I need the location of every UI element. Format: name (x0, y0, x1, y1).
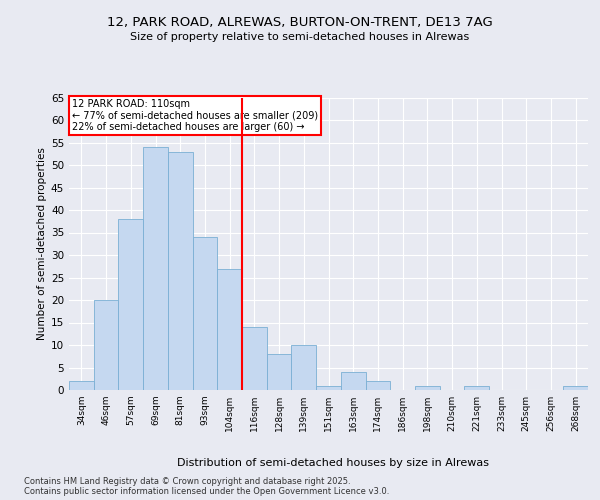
Text: Distribution of semi-detached houses by size in Alrewas: Distribution of semi-detached houses by … (177, 458, 489, 468)
Y-axis label: Number of semi-detached properties: Number of semi-detached properties (37, 148, 47, 340)
Bar (143, 147, 168, 390)
Bar (168, 152, 193, 390)
Bar (341, 372, 365, 390)
Bar (94, 300, 118, 390)
Text: 12, PARK ROAD, ALREWAS, BURTON-ON-TRENT, DE13 7AG: 12, PARK ROAD, ALREWAS, BURTON-ON-TRENT,… (107, 16, 493, 29)
Bar (464, 386, 489, 390)
Text: 12 PARK ROAD: 110sqm
← 77% of semi-detached houses are smaller (209)
22% of semi: 12 PARK ROAD: 110sqm ← 77% of semi-detac… (71, 99, 318, 132)
Bar (292, 345, 316, 390)
Bar (217, 268, 242, 390)
Bar (69, 381, 94, 390)
Bar (365, 381, 390, 390)
Bar (193, 237, 217, 390)
Text: Contains public sector information licensed under the Open Government Licence v3: Contains public sector information licen… (24, 486, 389, 496)
Bar (267, 354, 292, 390)
Bar (563, 386, 588, 390)
Bar (316, 386, 341, 390)
Text: Size of property relative to semi-detached houses in Alrewas: Size of property relative to semi-detach… (130, 32, 470, 42)
Bar (242, 327, 267, 390)
Bar (118, 219, 143, 390)
Bar (415, 386, 440, 390)
Text: Contains HM Land Registry data © Crown copyright and database right 2025.: Contains HM Land Registry data © Crown c… (24, 476, 350, 486)
